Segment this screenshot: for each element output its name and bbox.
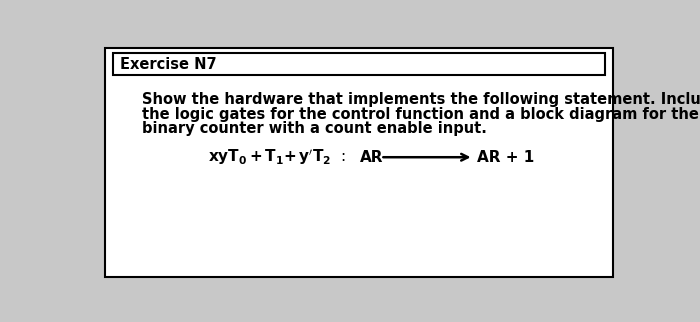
Text: binary counter with a count enable input.: binary counter with a count enable input… xyxy=(141,121,486,136)
FancyBboxPatch shape xyxy=(113,53,606,75)
Text: AR: AR xyxy=(360,150,384,165)
Text: $\mathbf{xyT_0 + T_1{+}\,y'T_2}$  :: $\mathbf{xyT_0 + T_1{+}\,y'T_2}$ : xyxy=(208,147,345,167)
Text: Show the hardware that implements the following statement. Include: Show the hardware that implements the fo… xyxy=(141,92,700,107)
Text: AR + 1: AR + 1 xyxy=(477,150,534,165)
Text: Exercise N7: Exercise N7 xyxy=(120,57,217,71)
Text: the logic gates for the control function and a block diagram for the: the logic gates for the control function… xyxy=(141,107,699,122)
FancyBboxPatch shape xyxy=(104,48,613,277)
